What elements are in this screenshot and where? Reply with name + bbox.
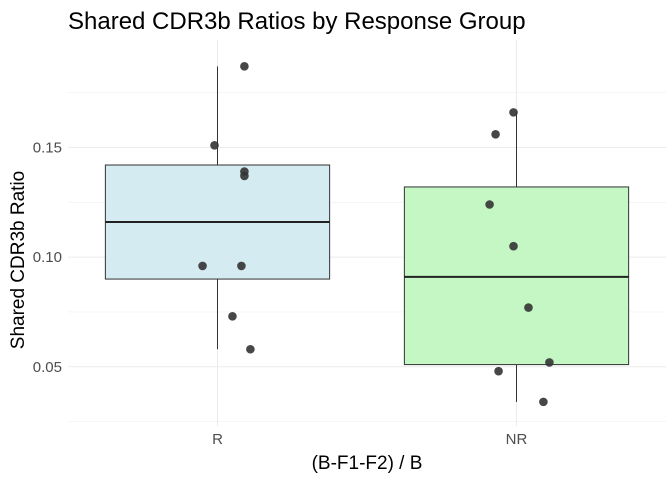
y-tick-label: 0.05 <box>33 359 62 376</box>
y-tick-label: 0.10 <box>33 249 62 266</box>
data-point <box>509 108 518 117</box>
data-point <box>509 241 518 251</box>
boxes <box>104 66 630 402</box>
data-point <box>237 261 246 271</box>
data-point <box>539 397 548 407</box>
data-point <box>240 171 249 181</box>
data-point <box>491 130 500 139</box>
x-tick-label: NR <box>506 431 528 448</box>
chart-title: Shared CDR3b Ratios by Response Group <box>68 8 526 35</box>
data-point <box>210 140 219 150</box>
tick-labels: 0.05 0.10 0.15 R NR <box>33 139 528 448</box>
data-point <box>524 303 533 312</box>
data-point <box>240 62 249 71</box>
data-point <box>485 200 494 209</box>
box-nr <box>403 186 630 366</box>
data-point <box>246 344 255 354</box>
data-point <box>228 312 237 321</box>
data-point <box>198 261 207 271</box>
data-point <box>494 366 503 376</box>
data-point <box>545 358 554 367</box>
x-axis-title: (B-F1-F2) / B <box>312 453 423 474</box>
x-tick-label: R <box>212 431 223 448</box>
y-axis-title: Shared CDR3b Ratio <box>8 171 29 349</box>
y-tick-label: 0.15 <box>33 139 62 156</box>
points <box>198 62 554 407</box>
